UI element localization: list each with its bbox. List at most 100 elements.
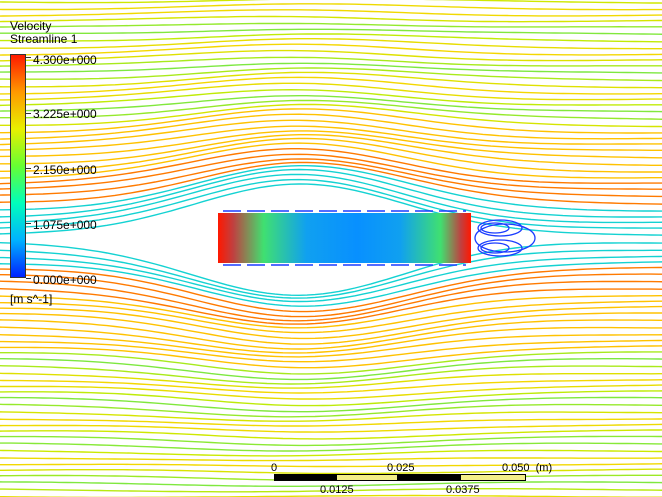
streamline	[0, 403, 662, 418]
wake-vortex-lines	[223, 210, 536, 266]
streamline	[0, 273, 662, 318]
streamline	[0, 9, 662, 17]
scale-bar-segment	[460, 474, 526, 481]
streamline	[0, 43, 662, 56]
streamline	[0, 165, 662, 212]
streamline	[0, 56, 662, 67]
streamline	[0, 113, 662, 140]
scale-bar-segment	[274, 474, 336, 481]
streamline	[0, 390, 662, 407]
streamline	[0, 161, 662, 205]
streamline	[0, 384, 662, 400]
colorbar-tick-label: 4.300e+000	[33, 53, 97, 67]
streamline	[0, 67, 662, 82]
colorbar-tick-label: 1.075e+000	[33, 218, 97, 232]
streamline	[0, 168, 662, 218]
colorbar-tick-label: 0.000e+000	[33, 273, 97, 287]
streamline	[0, 3, 662, 11]
streamline	[0, 287, 662, 325]
streamline	[0, 153, 662, 190]
streamline	[0, 158, 662, 198]
streamline	[0, 326, 662, 354]
streamline	[0, 0, 662, 4]
scale-label: 0	[271, 462, 278, 474]
streamline	[0, 137, 662, 173]
streamline	[0, 345, 662, 369]
streamline	[0, 178, 662, 229]
streamline	[0, 142, 662, 179]
streamline	[0, 488, 662, 493]
streamline	[0, 372, 662, 389]
scale-bar-segment	[336, 474, 398, 481]
wake-vortex	[480, 242, 510, 254]
legend-colorbar	[10, 54, 26, 278]
scale-bar-segment	[398, 474, 460, 481]
streamline	[0, 435, 662, 447]
streamline	[0, 62, 662, 74]
streamline	[0, 449, 662, 457]
streamline	[0, 99, 662, 120]
wake-vortex	[480, 222, 510, 234]
streamline	[0, 294, 662, 329]
streamline	[0, 305, 662, 340]
legend-unit: [m s^-1]	[10, 292, 53, 306]
scale-label: 0.0125	[320, 484, 354, 496]
scale-label: 0.025	[387, 462, 415, 474]
colorbar-tickmark	[26, 57, 31, 58]
streamline	[0, 255, 662, 303]
scale-label: 0.050 (m)	[502, 462, 553, 474]
streamline	[0, 261, 662, 307]
streamline	[0, 312, 662, 345]
streamline	[0, 396, 662, 413]
streamline	[0, 241, 662, 297]
streamline	[0, 148, 662, 185]
streamline	[0, 15, 662, 23]
streamline	[0, 82, 662, 101]
wake-vortex	[477, 239, 523, 257]
streamline	[0, 365, 662, 385]
colorbar-tickmark	[26, 168, 31, 169]
legend-title: Velocity	[10, 19, 52, 33]
colorbar-tick-label: 3.225e+000	[33, 107, 97, 121]
streamline	[0, 418, 662, 427]
streamline	[0, 300, 662, 334]
streamline	[0, 22, 662, 28]
streamline	[0, 95, 662, 113]
streamline	[0, 280, 662, 322]
colorbar-tickmark	[26, 278, 31, 279]
streamline	[0, 28, 662, 35]
streamline	[0, 173, 662, 224]
streamline	[0, 103, 662, 128]
streamline	[0, 411, 662, 422]
streamline	[0, 379, 662, 394]
streamline	[0, 134, 662, 167]
streamline	[0, 108, 662, 134]
streamline	[0, 249, 662, 299]
streamline	[0, 266, 662, 313]
streamline	[0, 457, 662, 462]
bluff-body	[218, 213, 471, 263]
streamline	[0, 76, 662, 95]
streamline	[0, 71, 662, 89]
streamline	[0, 442, 662, 452]
streamline	[0, 334, 662, 358]
streamline	[0, 33, 662, 43]
streamline	[0, 49, 662, 62]
streamline	[0, 130, 662, 159]
streamline	[0, 88, 662, 107]
colorbar-tickmark	[26, 223, 31, 224]
streamline	[0, 351, 662, 375]
streamline	[0, 429, 662, 440]
colorbar-tickmark	[26, 113, 31, 114]
streamline	[0, 183, 662, 236]
streamline	[0, 38, 662, 50]
colorbar-tick-label: 2.150e+000	[33, 163, 97, 177]
wake-vortex	[477, 219, 523, 237]
legend-subtitle: Streamline 1	[10, 32, 78, 46]
streamline	[0, 463, 662, 468]
streamline	[0, 423, 662, 433]
streamline	[0, 468, 662, 475]
scale-label: 0.0375	[446, 484, 480, 496]
